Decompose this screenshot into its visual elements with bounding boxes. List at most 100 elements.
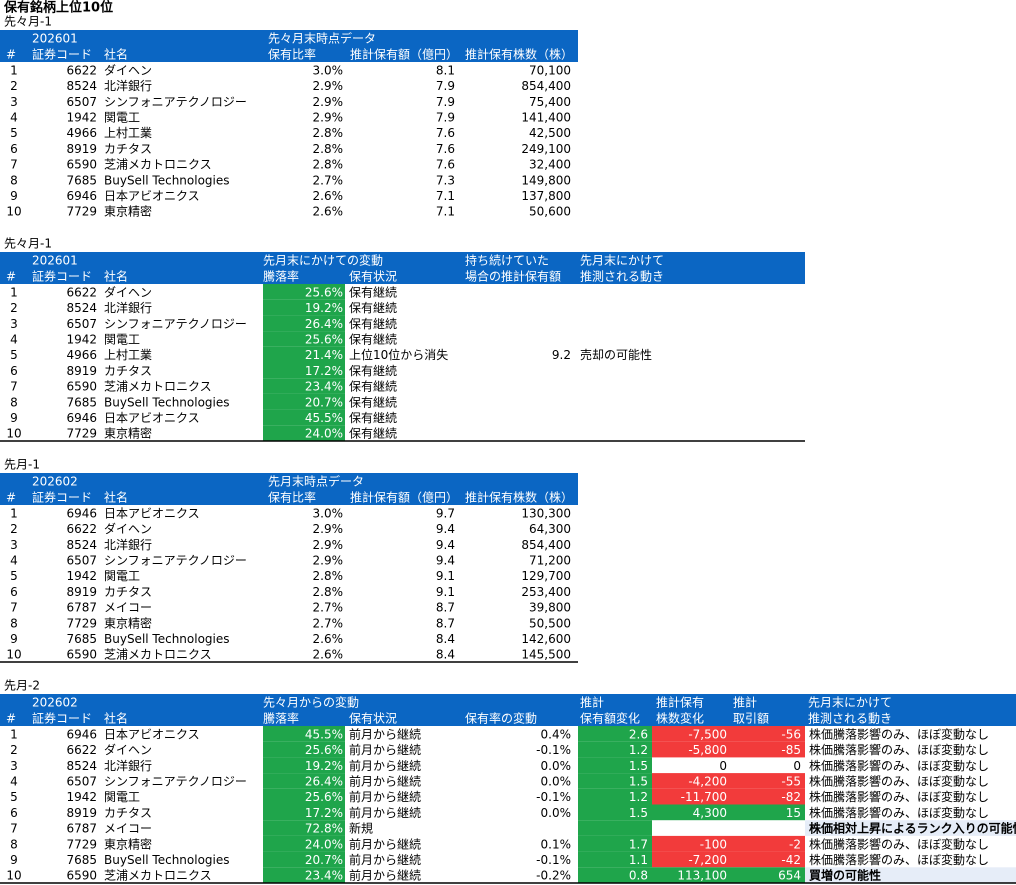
table-cell: カチタス (104, 806, 152, 820)
table-cell: 64,300 (529, 522, 571, 536)
table-cell: 前月から継続 (349, 805, 421, 820)
table-cell: 1942 (66, 790, 97, 804)
table-cell: 5 (10, 348, 18, 362)
table-cell: 株価騰落影響のみ、ほぼ変動なし (809, 726, 989, 741)
table-cell: 3 (10, 317, 18, 331)
table-cell: 0.0% (541, 806, 572, 820)
table-cell: 2.8% (313, 585, 344, 599)
table-cell: 8.7 (436, 616, 455, 630)
table-cell: 2 (10, 301, 18, 315)
header-cell: 証券コード (32, 711, 92, 726)
table-cell: 前月から継続 (349, 868, 421, 883)
cell-fill (263, 393, 345, 410)
header-cell: 推測される動き (808, 712, 892, 726)
header-cell: 推計保有株数（株） (465, 47, 573, 62)
header-cell: 証券コード (32, 47, 92, 62)
table-cell: 253,400 (521, 585, 571, 599)
table-cell: 7.6 (436, 142, 455, 156)
header-cell: 推計保有額（億円） (350, 47, 458, 62)
cell-fill (652, 741, 730, 758)
table-cell: 7 (10, 601, 18, 615)
table-cell: 東京精密 (104, 426, 152, 441)
header-cell: 202602 (32, 475, 78, 489)
table-cell: 9 (10, 411, 18, 425)
table-cell: 2.6% (313, 648, 344, 662)
header-cell: 202601 (32, 254, 78, 268)
table-cell: 4 (10, 774, 18, 788)
table-cell: 1 (10, 506, 18, 520)
cell-fill (263, 867, 345, 883)
table-cell: 19.2% (305, 759, 343, 773)
table-cell: 141,400 (521, 110, 571, 124)
table-cell: 8 (10, 837, 18, 851)
table-cell: 50,600 (529, 205, 571, 219)
table-cell: ダイヘン (104, 62, 152, 77)
table-cell: 4 (10, 553, 18, 567)
title: 保有銘柄上位10位 (3, 0, 113, 16)
table-cell: 2.8% (313, 126, 344, 140)
table-cell: ダイヘン (104, 284, 152, 299)
table-cell: 0.4% (541, 727, 572, 741)
table-cell: 2 (10, 743, 18, 757)
table-cell: 8919 (66, 364, 97, 378)
cell-fill (578, 757, 652, 774)
table-cell: 2.8% (313, 158, 344, 172)
table-cell: 8524 (66, 301, 97, 315)
table-cell: 前月から継続 (349, 852, 421, 867)
header-cell: 推計 (733, 695, 757, 710)
cell-fill (263, 726, 345, 742)
table-cell: 8.4 (436, 648, 455, 662)
table-cell: 1 (10, 285, 18, 299)
table-cell: カチタス (104, 364, 152, 378)
table-cell: 2.9% (313, 538, 344, 552)
table-cell: 8919 (66, 142, 97, 156)
table-cell: 70,100 (529, 63, 571, 77)
cell-fill (263, 804, 345, 821)
table-cell: 32,400 (529, 158, 571, 172)
header-band (0, 694, 1016, 726)
cell-fill (652, 804, 730, 821)
table-cell: 芝浦メカトロニクス (104, 647, 212, 662)
table-cell: 保有継続 (349, 426, 397, 441)
header-cell: # (6, 712, 16, 726)
table-cell: 1.5 (629, 806, 648, 820)
table-cell: 9 (10, 189, 18, 203)
table-cell: 2 (10, 522, 18, 536)
cell-fill (730, 851, 805, 868)
table-cell: 2.8% (313, 142, 344, 156)
header-cell: 先月末にかけての変動 (263, 253, 383, 268)
cell-fill (652, 851, 730, 868)
table-cell: 北洋銀行 (104, 300, 152, 315)
table-cell: 0.8 (629, 869, 648, 883)
table-cell: 6 (10, 142, 18, 156)
table-cell: 6 (10, 806, 18, 820)
cell-fill (263, 788, 345, 805)
table-cell: 7.6 (436, 158, 455, 172)
table-cell: 7685 (66, 395, 97, 409)
header-cell: 保有状況 (349, 269, 397, 284)
table-cell: 5 (10, 790, 18, 804)
section-label: 先々月-1 (4, 237, 52, 251)
header-cell: 先々月からの変動 (263, 695, 359, 710)
table-cell: -0.1% (536, 743, 571, 757)
table-cell: 3.0% (313, 506, 344, 520)
table-cell: 6622 (66, 285, 97, 299)
table-cell: 7729 (66, 616, 97, 630)
table-cell: 8.1 (436, 63, 455, 77)
table-cell: 2.9% (313, 522, 344, 536)
table-cell: 2.9% (313, 95, 344, 109)
cell-fill (263, 284, 345, 300)
cell-fill (730, 726, 805, 742)
table-cell: 45.5% (305, 411, 343, 425)
table-cell: カチタス (104, 585, 152, 599)
table-cell: 1.7 (629, 837, 648, 851)
table-cell: 9.4 (436, 522, 455, 536)
header-band (0, 252, 805, 284)
table-cell: 26.4% (305, 774, 343, 788)
table-cell: 株価騰落影響のみ、ほぼ変動なし (809, 773, 989, 788)
table-cell: 23.4% (305, 869, 343, 883)
table-cell: -55 (781, 774, 801, 788)
table-cell: 7 (10, 822, 18, 836)
table-cell: 39,800 (529, 601, 571, 615)
